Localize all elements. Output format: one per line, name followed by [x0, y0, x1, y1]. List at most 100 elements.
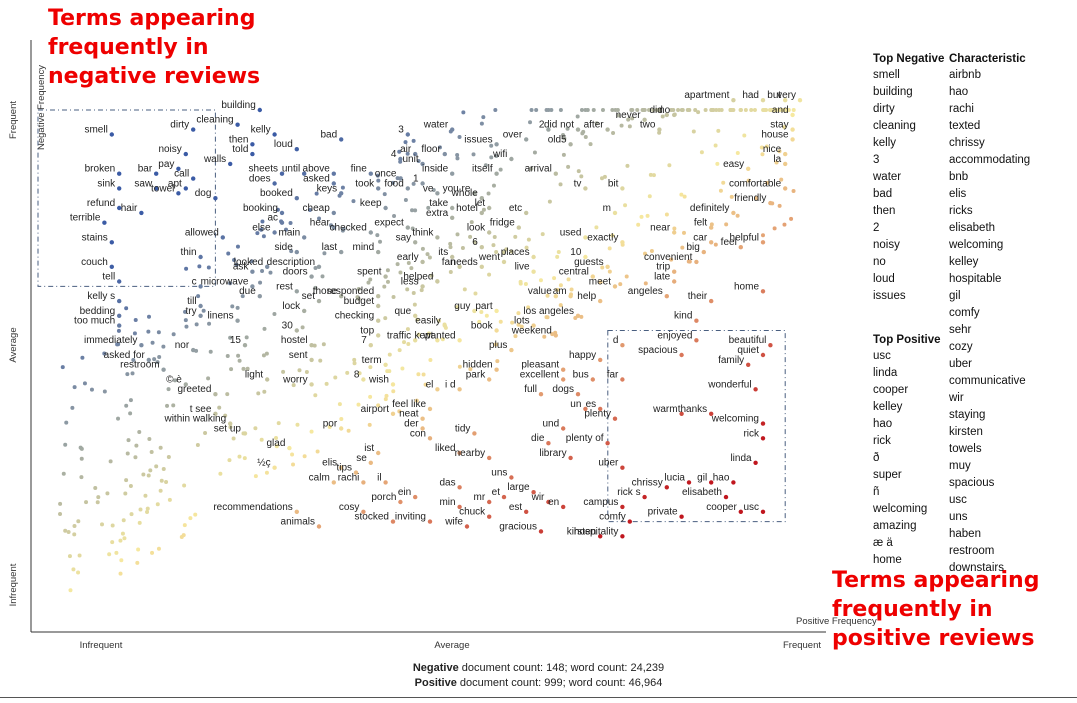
- term-point[interactable]: [605, 264, 610, 269]
- term-point[interactable]: [694, 318, 699, 323]
- term-point[interactable]: [272, 465, 277, 470]
- term-point[interactable]: [561, 377, 566, 382]
- term-point[interactable]: [376, 333, 381, 338]
- term-point[interactable]: [176, 166, 181, 171]
- term-point[interactable]: [620, 343, 625, 348]
- term-point[interactable]: [376, 294, 381, 299]
- term-point[interactable]: [413, 338, 418, 343]
- term-point[interactable]: [117, 171, 122, 176]
- term-point[interactable]: [109, 240, 115, 245]
- term-point[interactable]: [154, 171, 159, 176]
- term-point[interactable]: [316, 264, 322, 269]
- term-point[interactable]: [524, 509, 529, 514]
- term-point[interactable]: [376, 186, 381, 191]
- term-point[interactable]: [479, 245, 484, 250]
- term-point[interactable]: [220, 235, 225, 240]
- term-point[interactable]: [302, 235, 307, 240]
- term-point[interactable]: [583, 235, 588, 240]
- term-point[interactable]: [531, 490, 536, 495]
- term-point[interactable]: [339, 249, 344, 255]
- term-point[interactable]: [672, 230, 677, 235]
- term-point[interactable]: [598, 534, 603, 539]
- term-point[interactable]: [450, 171, 455, 176]
- term-point[interactable]: [309, 343, 314, 348]
- term-point[interactable]: [620, 186, 625, 191]
- term-point[interactable]: [709, 240, 714, 245]
- term-point[interactable]: [161, 367, 166, 372]
- term-point[interactable]: [442, 323, 447, 328]
- term-point[interactable]: [531, 269, 536, 274]
- term-point[interactable]: [583, 254, 588, 260]
- term-point[interactable]: [368, 460, 373, 465]
- term-point[interactable]: [561, 504, 566, 510]
- term-point[interactable]: [731, 210, 736, 216]
- term-point[interactable]: [250, 151, 255, 157]
- term-point[interactable]: [213, 392, 218, 397]
- term-point[interactable]: [435, 338, 440, 343]
- term-point[interactable]: [790, 112, 795, 118]
- term-point[interactable]: [117, 323, 122, 328]
- term-point[interactable]: [420, 259, 425, 265]
- term-point[interactable]: [583, 406, 588, 412]
- term-point[interactable]: [464, 524, 470, 529]
- term-point[interactable]: [457, 338, 462, 343]
- term-point[interactable]: [376, 303, 381, 309]
- term-point[interactable]: [442, 151, 447, 157]
- term-point[interactable]: [353, 470, 359, 475]
- term-point[interactable]: [331, 225, 336, 230]
- term-point[interactable]: [435, 191, 440, 196]
- term-point[interactable]: [472, 308, 477, 314]
- term-point[interactable]: [420, 181, 425, 186]
- term-point[interactable]: [339, 137, 344, 142]
- term-point[interactable]: [509, 156, 514, 162]
- term-point[interactable]: [546, 127, 551, 132]
- term-point[interactable]: [198, 303, 203, 309]
- term-point[interactable]: [250, 269, 255, 274]
- term-point[interactable]: [235, 122, 240, 127]
- term-point[interactable]: [368, 171, 373, 176]
- term-point[interactable]: [435, 387, 440, 392]
- term-point[interactable]: [361, 480, 366, 485]
- term-point[interactable]: [664, 485, 669, 490]
- term-point[interactable]: [494, 367, 499, 372]
- term-point[interactable]: [457, 485, 462, 490]
- term-point[interactable]: [731, 98, 736, 103]
- term-point[interactable]: [642, 117, 647, 123]
- term-point[interactable]: [117, 186, 122, 191]
- term-point[interactable]: [339, 294, 344, 299]
- term-point[interactable]: [731, 480, 736, 485]
- term-point[interactable]: [390, 382, 396, 387]
- term-point[interactable]: [561, 426, 566, 431]
- term-point[interactable]: [501, 494, 507, 500]
- term-point[interactable]: [279, 220, 285, 225]
- term-point[interactable]: [339, 191, 344, 196]
- term-point[interactable]: [709, 298, 714, 304]
- term-point[interactable]: [331, 210, 336, 216]
- term-point[interactable]: [627, 519, 632, 524]
- term-point[interactable]: [450, 215, 455, 220]
- term-point[interactable]: [672, 279, 677, 284]
- term-point[interactable]: [738, 509, 743, 514]
- term-point[interactable]: [339, 426, 344, 431]
- term-point[interactable]: [487, 514, 492, 519]
- term-point[interactable]: [605, 441, 610, 446]
- term-point[interactable]: [760, 509, 766, 514]
- term-point[interactable]: [487, 377, 492, 382]
- term-point[interactable]: [420, 161, 425, 167]
- term-point[interactable]: [487, 455, 492, 461]
- term-point[interactable]: [413, 494, 418, 500]
- term-point[interactable]: [309, 382, 314, 387]
- term-point[interactable]: [450, 127, 455, 132]
- term-point[interactable]: [709, 411, 714, 416]
- term-point[interactable]: [753, 460, 758, 465]
- term-point[interactable]: [575, 392, 581, 397]
- term-point[interactable]: [546, 441, 551, 446]
- term-point[interactable]: [575, 313, 581, 318]
- term-point[interactable]: [553, 294, 558, 299]
- term-point[interactable]: [561, 367, 566, 372]
- term-point[interactable]: [501, 259, 507, 265]
- term-point[interactable]: [405, 132, 410, 137]
- term-point[interactable]: [361, 377, 366, 382]
- term-point[interactable]: [376, 318, 381, 323]
- term-point[interactable]: [198, 313, 203, 318]
